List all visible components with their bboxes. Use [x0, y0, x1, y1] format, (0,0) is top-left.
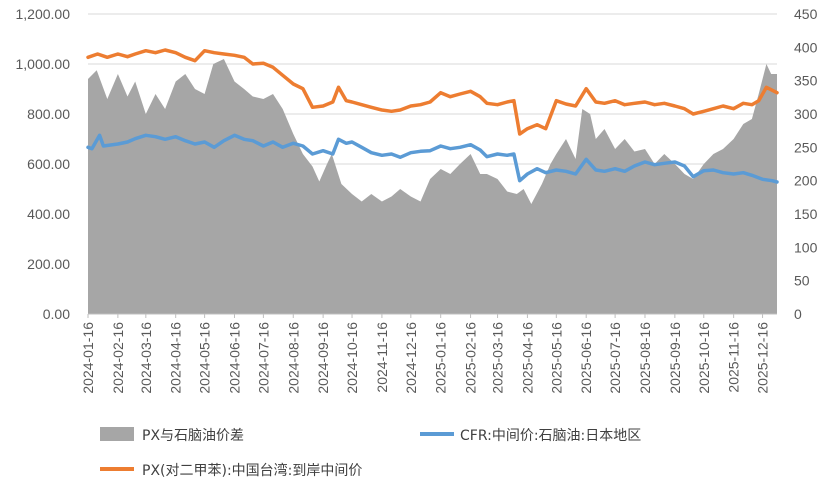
left-axis-tick-label: 800.00 — [27, 106, 70, 122]
right-axis-tick-label: 250 — [794, 139, 818, 155]
x-axis-tick-label: 2025-08-16 — [637, 322, 653, 394]
x-axis-tick-label: 2025-07-16 — [607, 322, 623, 394]
x-axis-tick-label: 2025-05-16 — [548, 322, 564, 394]
series-area-spread — [88, 59, 777, 314]
x-axis-tick-label: 2024-01-16 — [80, 322, 96, 394]
x-axis-tick-label: 2025-06-16 — [578, 322, 594, 394]
left-axis-tick-label: 0.00 — [43, 306, 70, 322]
x-axis-tick-label: 2024-03-16 — [138, 322, 154, 394]
legend-label-naphtha: CFR:中间价:石脑油:日本地区 — [460, 428, 641, 444]
x-axis-tick-label: 2024-02-16 — [110, 322, 126, 394]
x-axis-tick-label: 2024-05-16 — [197, 322, 213, 394]
plot-series — [86, 48, 779, 315]
x-axis-tick-label: 2025-09-16 — [667, 322, 683, 394]
x-axis-ticks: 2024-01-16 2024-02-16 2024-03-16 2024-04-16… — [80, 314, 771, 394]
left-axis-tick-label: 200.00 — [27, 256, 70, 272]
x-axis-tick-label: 2024-06-16 — [226, 322, 242, 394]
x-axis-tick-label: 2025-01-16 — [433, 322, 449, 394]
x-axis-tick-label: 2025-02-16 — [463, 322, 479, 394]
right-axis-tick-label: 200 — [794, 173, 818, 189]
x-axis-tick-label: 2025-11-16 — [726, 322, 742, 393]
x-axis-tick-label: 2025-10-16 — [696, 322, 712, 394]
left-axis-tick-label: 1,000.00 — [16, 56, 71, 72]
x-axis-tick-label: 2024-09-16 — [315, 322, 331, 394]
right-axis-tick-label: 300 — [794, 106, 818, 122]
left-axis-tick-label: 400.00 — [27, 206, 70, 222]
left-axis-ticks: 0.00 200.00 400.00 600.00 800.00 1,000.00 1,20… — [16, 6, 71, 322]
right-axis-tick-label: 400 — [794, 39, 818, 55]
x-axis-tick-label: 2024-04-16 — [168, 322, 184, 394]
right-axis-tick-label: 100 — [794, 239, 818, 255]
legend-label-px: PX(对二甲苯):中国台湾:到岸中间价 — [142, 462, 362, 479]
series-line-naphtha — [86, 133, 779, 184]
legend-swatch-spread — [100, 427, 134, 441]
right-axis-tick-label: 150 — [794, 206, 818, 222]
x-axis-tick-label: 2024-10-16 — [344, 322, 360, 394]
x-axis-tick-label: 2025-03-16 — [490, 322, 506, 394]
x-axis-tick-label: 2024-08-16 — [285, 322, 301, 394]
left-axis-tick-label: 1,200.00 — [16, 6, 71, 22]
x-axis-tick-label: 2024-07-16 — [255, 322, 271, 394]
x-axis-tick-label: 2024-12-16 — [403, 322, 419, 394]
x-axis-tick-label: 2025-04-16 — [519, 322, 535, 394]
right-axis-tick-label: 50 — [794, 273, 810, 289]
right-axis-tick-label: 0 — [794, 306, 802, 322]
right-axis-tick-label: 350 — [794, 73, 818, 89]
left-axis-tick-label: 600.00 — [27, 156, 70, 172]
x-axis-tick-label: 2024-11-16 — [374, 322, 390, 393]
x-axis-tick-label: 2025-12-16 — [755, 322, 771, 394]
right-axis-tick-label: 450 — [794, 6, 818, 22]
legend-label-spread: PX与石脑油价差 — [142, 428, 244, 444]
series-line-px — [86, 48, 779, 136]
right-axis-ticks: 0 50 100 150 200 250 300 350 400 450 — [794, 6, 818, 322]
legend: PX与石脑油价差 CFR:中间价:石脑油:日本地区 PX(对二甲苯):中国台湾:… — [100, 427, 641, 479]
